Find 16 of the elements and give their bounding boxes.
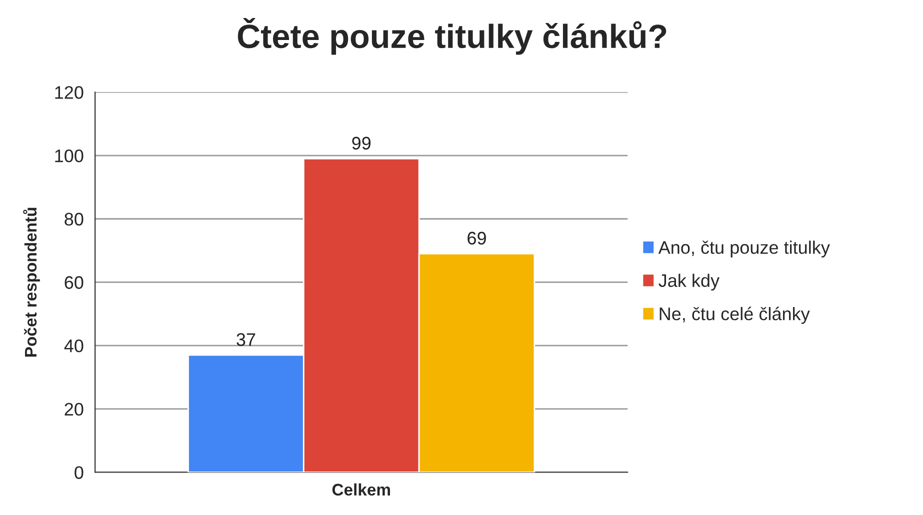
data-label: 69 <box>468 232 486 245</box>
legend-label: Jak kdy <box>658 274 720 291</box>
y-axis-title: Počet respondentů <box>23 208 40 357</box>
legend-label: Ano, čtu pouze titulky <box>658 240 830 258</box>
data-label: 37 <box>236 333 256 346</box>
y-tick-label: 120 <box>55 86 84 99</box>
y-tick-label: 60 <box>64 276 84 289</box>
legend-label: Ne, čtu celé články <box>660 306 810 324</box>
data-label: 99 <box>352 136 371 150</box>
y-tick-label: 100 <box>55 149 84 162</box>
chart-title: Čtete pouze titulky článků? <box>238 18 666 55</box>
y-tick-label: 80 <box>64 212 84 226</box>
y-tick-label: 0 <box>74 466 84 479</box>
x-tick-label: Celkem <box>332 483 390 496</box>
y-tick-label: 20 <box>64 402 84 416</box>
y-tick-label: 40 <box>64 340 84 352</box>
